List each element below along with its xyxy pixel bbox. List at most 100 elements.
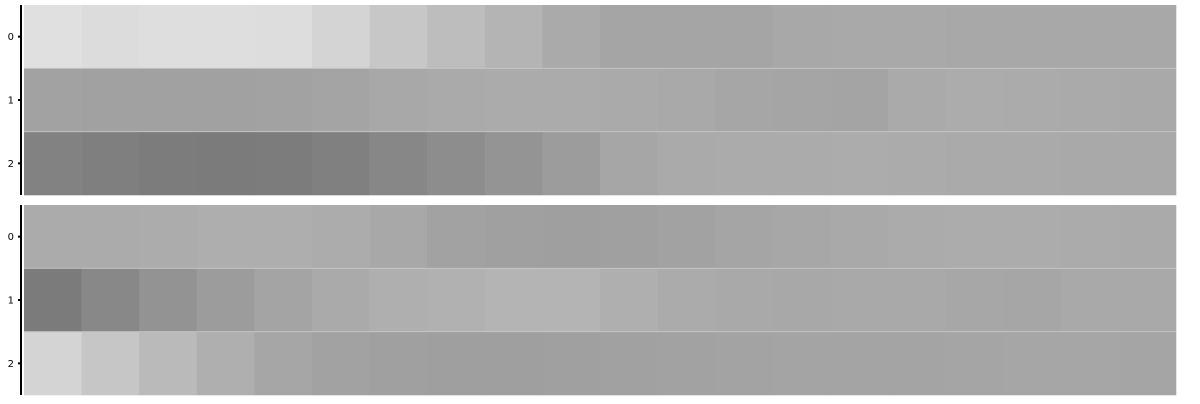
heatmap-cell: [772, 131, 831, 196]
heatmap-cell: [600, 268, 658, 332]
heatmap-cell: [715, 205, 774, 269]
heatmap-cell: [254, 331, 313, 396]
heatmap-cell: [254, 205, 313, 269]
heatmap-cell: [657, 68, 716, 132]
heatmap-cell: [484, 205, 543, 269]
heatmap-cell: [369, 68, 428, 132]
y-tick-label: 0: [8, 232, 14, 243]
heatmap-cell: [542, 268, 601, 332]
heatmap-cell: [600, 68, 658, 132]
heatmap-cell: [369, 331, 428, 396]
heatmap-cell: [196, 131, 255, 196]
heatmap-cell: [1118, 131, 1177, 196]
y-tick-label: 2: [8, 159, 14, 170]
heatmap-cell: [657, 268, 716, 332]
heatmap-cell: [600, 205, 658, 269]
heatmap-cell: [254, 268, 313, 332]
heatmap-cell: [24, 5, 82, 69]
heatmap-cell: [1118, 331, 1177, 396]
heatmap-cell: [312, 5, 370, 69]
heatmap-cell: [254, 131, 313, 196]
heatmap-cell: [1003, 131, 1062, 196]
heatmap-cell: [312, 205, 370, 269]
heatmap-cell: [427, 331, 486, 396]
heatmap-cell: [254, 5, 313, 69]
heatmap-cell: [1118, 68, 1177, 132]
heatmap-cell: [772, 331, 831, 396]
heatmap-cell: [945, 5, 1004, 69]
heatmap-cell: [81, 268, 140, 332]
heatmap-cell: [312, 68, 370, 132]
heatmap-cell: [888, 268, 946, 332]
heatmap-cell: [139, 5, 198, 69]
heatmap-cell: [1060, 268, 1119, 332]
heatmap-cell: [715, 68, 774, 132]
heatmap-cell: [888, 131, 946, 196]
heatmap-cell: [600, 131, 658, 196]
heatmap-cell: [1003, 5, 1062, 69]
heatmap-cell: [24, 131, 82, 196]
heatmap-cell: [888, 205, 946, 269]
heatmap-cell: [657, 5, 716, 69]
heatmap-cell: [427, 68, 486, 132]
heatmap-cell: [772, 268, 831, 332]
heatmap-cell: [1060, 205, 1119, 269]
heatmap-cell: [830, 68, 889, 132]
heatmap-cell: [888, 331, 946, 396]
heatmap-cell: [369, 205, 428, 269]
heatmap-panel-1: 0 1 2: [8, 205, 1177, 396]
heatmap-cell: [830, 205, 889, 269]
heatmap-cell: [196, 5, 255, 69]
heatmap-cell: [312, 131, 370, 196]
heatmap-cell: [81, 131, 140, 196]
heatmap-cell: [81, 331, 140, 396]
heatmap-cell: [81, 5, 140, 69]
heatmap-cell: [484, 131, 543, 196]
heatmap-cell: [484, 331, 543, 396]
heatmap-cell: [139, 331, 198, 396]
heatmap-cell: [139, 205, 198, 269]
heatmap-cell: [772, 68, 831, 132]
heatmap-cell: [196, 268, 255, 332]
heatmap-cell: [830, 268, 889, 332]
heatmap-cell: [715, 5, 774, 69]
heatmap-cell: [312, 331, 370, 396]
heatmap-cell: [1060, 5, 1119, 69]
heatmap-cell: [139, 268, 198, 332]
heatmap-cell: [715, 268, 774, 332]
heatmap-cell: [254, 68, 313, 132]
heatmap-cell: [888, 5, 946, 69]
heatmap-cell: [1060, 68, 1119, 132]
y-tick-label: 1: [8, 96, 14, 107]
heatmap-cell: [830, 331, 889, 396]
heatmap-cell: [484, 268, 543, 332]
heatmap-cell: [81, 205, 140, 269]
heatmap-cell: [945, 268, 1004, 332]
heatmap-cell: [196, 68, 255, 132]
heatmap-cell: [600, 331, 658, 396]
y-tick-label: 0: [8, 32, 14, 43]
heatmap-cell: [1118, 268, 1177, 332]
heatmap-cell: [830, 5, 889, 69]
heatmap-cell: [427, 205, 486, 269]
heatmap-cell: [24, 331, 82, 396]
heatmap-cell: [1060, 331, 1119, 396]
heatmap-cell: [715, 131, 774, 196]
heatmap-cell: [369, 131, 428, 196]
heatmap-cell: [542, 205, 601, 269]
heatmap-cell: [427, 131, 486, 196]
heatmap-cell: [657, 131, 716, 196]
heatmap-cell: [772, 5, 831, 69]
heatmap-cell: [24, 68, 82, 132]
heatmap-cell: [657, 331, 716, 396]
y-tick-label: 2: [8, 359, 14, 370]
heatmap-cell: [369, 5, 428, 69]
heatmap-cell: [81, 68, 140, 132]
heatmap-cell: [24, 205, 82, 269]
heatmap-cell: [542, 131, 601, 196]
heatmap-cell: [484, 68, 543, 132]
y-tick-label: 1: [8, 296, 14, 307]
heatmap-cell: [600, 5, 658, 69]
heatmap-cell: [945, 68, 1004, 132]
